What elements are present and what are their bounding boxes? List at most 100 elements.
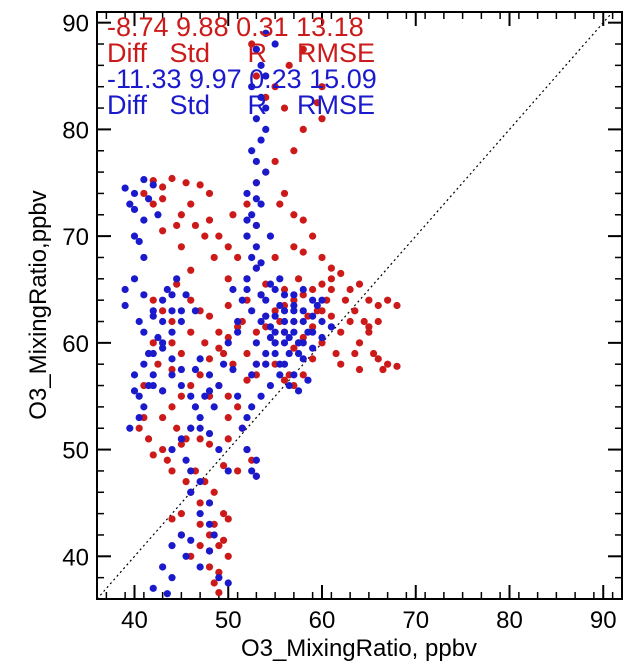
red-data-point <box>393 362 401 370</box>
red-data-point <box>177 243 185 251</box>
blue-data-point <box>144 349 153 358</box>
red-data-point <box>327 285 335 294</box>
red-data-point <box>299 125 307 133</box>
blue-data-point <box>135 413 143 422</box>
red-data-point <box>224 392 232 400</box>
red-data-point <box>187 266 195 274</box>
red-data-point <box>154 360 162 368</box>
blue-data-point <box>318 296 326 304</box>
red-data-point <box>299 333 307 342</box>
blue-data-point <box>262 296 270 304</box>
blue-data-point <box>177 307 185 315</box>
blue-data-point <box>252 45 260 53</box>
red-data-point <box>205 216 214 224</box>
blue-data-point <box>130 275 139 283</box>
red-data-point <box>346 285 354 294</box>
red-data-point <box>224 515 232 523</box>
red-data-point <box>252 72 260 80</box>
blue-data-point <box>130 371 139 379</box>
blue-data-point <box>271 328 279 336</box>
blue-data-point <box>304 376 312 384</box>
blue-data-point <box>149 584 157 592</box>
red-data-point <box>318 339 326 347</box>
red-data-point <box>205 355 214 363</box>
red-data-point <box>351 349 359 358</box>
red-data-point <box>337 360 345 368</box>
x-tick-label: 50 <box>215 607 242 634</box>
red-data-point <box>327 264 335 272</box>
red-data-point <box>224 333 232 342</box>
blue-data-point <box>159 296 167 304</box>
blue-data-point <box>205 499 214 507</box>
blue-data-point <box>187 488 195 496</box>
blue-data-point <box>252 360 260 368</box>
red-data-point <box>393 301 401 310</box>
blue-data-point <box>121 184 129 192</box>
red-data-point <box>177 349 185 358</box>
blue-data-point <box>205 387 214 395</box>
red-data-point <box>271 83 279 91</box>
blue-data-point <box>177 381 185 390</box>
blue-data-point <box>126 424 134 432</box>
blue-data-point <box>262 349 270 358</box>
red-data-point <box>280 285 289 294</box>
blue-data-point <box>205 547 214 555</box>
red-data-point <box>290 296 298 304</box>
blue-data-point <box>135 392 143 400</box>
blue-data-point <box>135 317 143 326</box>
blue-data-point <box>248 211 256 219</box>
red-data-point <box>327 275 335 283</box>
red-data-point <box>243 376 251 384</box>
x-tick-label: 80 <box>496 607 523 634</box>
blue-data-point <box>154 333 162 342</box>
red-data-point <box>196 499 204 507</box>
blue-data-point <box>234 392 242 400</box>
blue-data-point <box>262 312 270 320</box>
blue-data-point <box>309 312 317 320</box>
red-data-point <box>299 216 307 224</box>
red-data-point <box>299 248 307 256</box>
red-data-point <box>191 221 200 230</box>
blue-data-point <box>201 392 209 400</box>
red-data-point <box>201 339 209 347</box>
blue-data-point <box>159 339 167 347</box>
blue-data-point <box>173 275 181 283</box>
blue-data-point <box>252 221 260 230</box>
blue-data-point <box>252 456 260 464</box>
red-data-point <box>337 269 345 278</box>
y-tick-label: 40 <box>62 544 89 571</box>
blue-data-point <box>130 189 139 198</box>
blue-data-point <box>299 285 307 294</box>
blue-data-point <box>243 285 251 294</box>
blue-data-point <box>215 574 223 582</box>
blue-data-point <box>280 360 289 368</box>
one-to-one-line <box>96 11 614 600</box>
red-data-point <box>168 467 176 475</box>
axis-ticks: 40 50 60 70 80 90 40 50 60 70 80 90 <box>62 11 622 634</box>
blue-data-point <box>248 467 256 475</box>
red-data-point <box>140 189 148 198</box>
red-data-point <box>187 296 195 304</box>
blue-data-point <box>177 317 185 326</box>
y-tick-label: 60 <box>62 331 89 358</box>
red-data-point <box>224 413 232 422</box>
blue-data-point <box>196 510 204 518</box>
red-data-point <box>187 328 195 336</box>
blue-data-point <box>257 317 265 326</box>
blue-data-point <box>205 371 214 379</box>
blue-data-point <box>248 307 256 315</box>
blue-data-point <box>140 328 148 336</box>
red-data-point <box>271 307 279 315</box>
red-data-point <box>215 344 223 352</box>
blue-data-point <box>299 317 307 326</box>
red-data-point <box>219 536 228 544</box>
blue-data-point <box>248 403 256 411</box>
red-data-point <box>182 179 190 187</box>
red-data-point <box>177 392 185 400</box>
blue-data-point <box>318 317 326 326</box>
red-data-point <box>135 424 143 432</box>
blue-data-point <box>262 72 270 80</box>
blue-data-point <box>205 520 214 528</box>
blue-data-point <box>168 355 176 363</box>
y-tick-label: 80 <box>62 117 89 144</box>
